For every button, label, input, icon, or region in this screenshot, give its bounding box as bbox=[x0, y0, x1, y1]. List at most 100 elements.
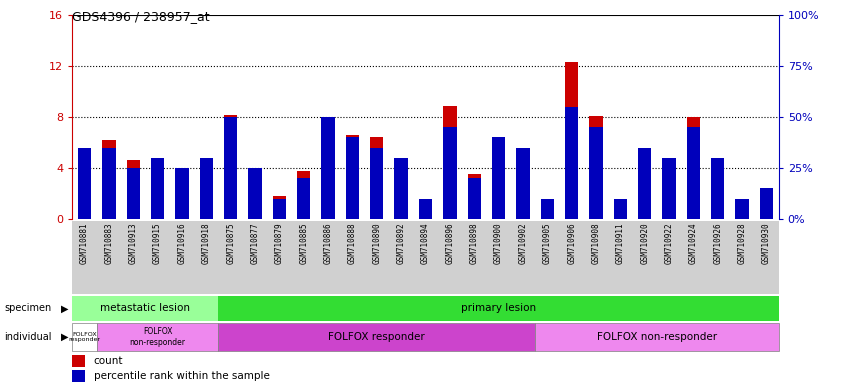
Bar bbox=[614, 199, 627, 219]
Text: individual: individual bbox=[4, 332, 52, 342]
Bar bbox=[127, 168, 140, 219]
Text: GSM710906: GSM710906 bbox=[567, 222, 576, 264]
Bar bbox=[97, 323, 219, 351]
Text: GSM710930: GSM710930 bbox=[762, 222, 771, 264]
Bar bbox=[735, 214, 749, 219]
Bar bbox=[565, 107, 579, 219]
Bar bbox=[297, 178, 311, 219]
Bar bbox=[175, 179, 189, 219]
Text: GDS4396 / 238957_at: GDS4396 / 238957_at bbox=[72, 10, 210, 23]
Bar bbox=[72, 356, 85, 367]
Bar bbox=[540, 199, 554, 219]
Bar bbox=[219, 323, 535, 351]
Text: specimen: specimen bbox=[4, 303, 52, 313]
Bar bbox=[711, 158, 724, 219]
Bar bbox=[467, 174, 481, 219]
Bar bbox=[589, 116, 603, 219]
Bar bbox=[102, 148, 116, 219]
Text: GSM710920: GSM710920 bbox=[640, 222, 649, 264]
Bar bbox=[346, 137, 359, 219]
Bar bbox=[711, 161, 724, 219]
Bar bbox=[248, 194, 262, 219]
Text: GSM710896: GSM710896 bbox=[445, 222, 454, 264]
Bar bbox=[492, 148, 505, 219]
Text: GSM710883: GSM710883 bbox=[105, 222, 113, 264]
Bar bbox=[760, 209, 774, 219]
Bar bbox=[614, 212, 627, 219]
Bar bbox=[687, 127, 700, 219]
Bar bbox=[272, 196, 286, 219]
Text: GSM710886: GSM710886 bbox=[323, 222, 333, 264]
Text: GSM710894: GSM710894 bbox=[421, 222, 430, 264]
Text: GSM710898: GSM710898 bbox=[470, 222, 479, 264]
Text: FOLFOX
responder: FOLFOX responder bbox=[69, 331, 100, 343]
Bar bbox=[127, 161, 140, 219]
Bar bbox=[662, 168, 676, 219]
Bar bbox=[687, 117, 700, 219]
Text: GSM710922: GSM710922 bbox=[665, 222, 673, 264]
Text: count: count bbox=[94, 356, 123, 366]
Bar bbox=[467, 178, 481, 219]
Bar bbox=[443, 127, 456, 219]
Text: GSM710905: GSM710905 bbox=[543, 222, 551, 264]
Bar bbox=[638, 148, 651, 219]
Text: GSM710881: GSM710881 bbox=[80, 222, 89, 264]
Bar bbox=[760, 189, 774, 219]
Bar bbox=[535, 323, 779, 351]
Bar bbox=[565, 63, 579, 219]
Bar bbox=[395, 169, 408, 219]
Bar bbox=[272, 199, 286, 219]
Bar bbox=[322, 117, 334, 219]
Bar bbox=[517, 154, 529, 219]
Bar bbox=[200, 158, 213, 219]
Text: GSM710926: GSM710926 bbox=[713, 222, 722, 264]
Bar bbox=[77, 148, 91, 219]
Bar bbox=[662, 158, 676, 219]
Bar bbox=[395, 158, 408, 219]
Text: GSM710911: GSM710911 bbox=[616, 222, 625, 264]
Text: GSM710888: GSM710888 bbox=[348, 222, 357, 264]
Text: FOLFOX non-responder: FOLFOX non-responder bbox=[597, 332, 717, 342]
Text: GSM710928: GSM710928 bbox=[738, 222, 746, 264]
Bar bbox=[346, 135, 359, 219]
Bar bbox=[322, 125, 334, 219]
Bar bbox=[370, 148, 384, 219]
Bar bbox=[151, 158, 164, 219]
Text: GSM710879: GSM710879 bbox=[275, 222, 284, 264]
Text: GSM710915: GSM710915 bbox=[153, 222, 162, 264]
Text: GSM710900: GSM710900 bbox=[494, 222, 503, 264]
Bar bbox=[370, 137, 384, 219]
Text: GSM710908: GSM710908 bbox=[591, 222, 601, 264]
Bar bbox=[72, 323, 97, 351]
Text: GSM710902: GSM710902 bbox=[518, 222, 528, 264]
Bar bbox=[200, 168, 213, 219]
Bar bbox=[224, 117, 237, 219]
Bar bbox=[151, 158, 164, 219]
Bar bbox=[492, 137, 505, 219]
Bar bbox=[72, 370, 85, 382]
Text: FOLFOX responder: FOLFOX responder bbox=[328, 332, 426, 342]
Bar bbox=[419, 199, 432, 219]
Text: FOLFOX
non-responder: FOLFOX non-responder bbox=[129, 327, 186, 347]
Text: GSM710875: GSM710875 bbox=[226, 222, 235, 264]
Text: GSM710892: GSM710892 bbox=[397, 222, 406, 264]
Bar bbox=[175, 168, 189, 219]
Bar bbox=[248, 168, 262, 219]
Text: GSM710913: GSM710913 bbox=[129, 222, 138, 264]
Bar bbox=[72, 296, 219, 321]
Bar bbox=[589, 127, 603, 219]
Text: metastatic lesion: metastatic lesion bbox=[100, 303, 191, 313]
Text: GSM710890: GSM710890 bbox=[372, 222, 381, 264]
Text: percentile rank within the sample: percentile rank within the sample bbox=[94, 371, 270, 381]
Text: GSM710877: GSM710877 bbox=[250, 222, 260, 264]
Bar bbox=[297, 170, 311, 219]
Text: primary lesion: primary lesion bbox=[461, 303, 536, 313]
Text: ▶: ▶ bbox=[61, 303, 69, 313]
Bar bbox=[224, 114, 237, 219]
Bar bbox=[638, 167, 651, 219]
Bar bbox=[517, 148, 529, 219]
Bar bbox=[443, 106, 456, 219]
Text: GSM710918: GSM710918 bbox=[202, 222, 211, 264]
Text: ▶: ▶ bbox=[61, 332, 69, 342]
Bar bbox=[419, 207, 432, 219]
